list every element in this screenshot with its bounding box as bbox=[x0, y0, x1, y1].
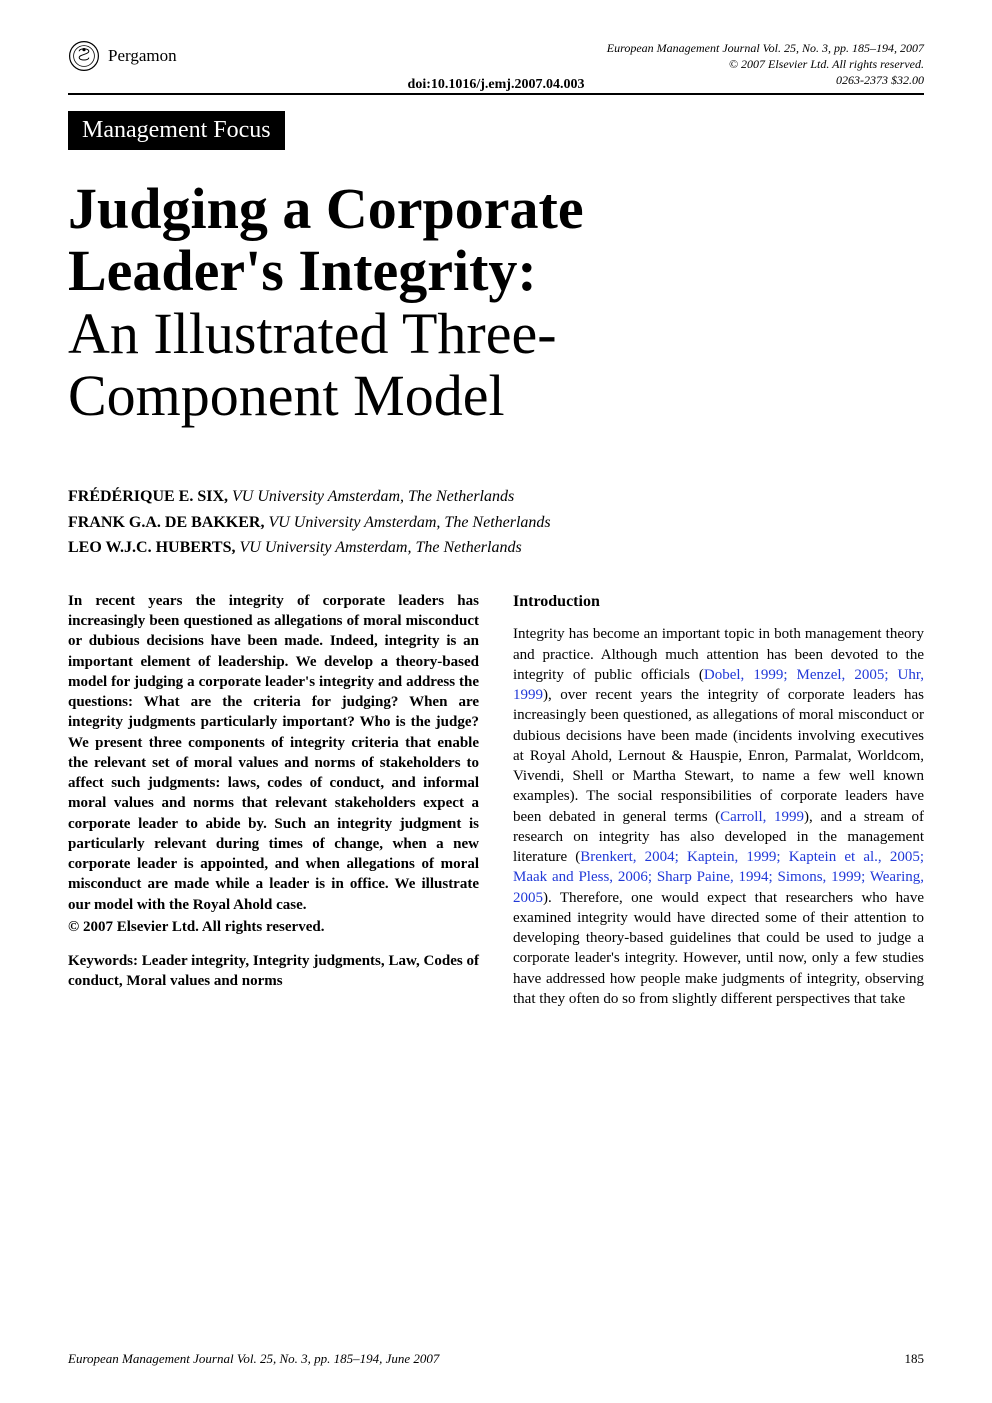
author-entry: LEO W.J.C. HUBERTS, VU University Amster… bbox=[68, 535, 924, 561]
author-name: LEO W.J.C. HUBERTS, bbox=[68, 539, 236, 556]
citation-link[interactable]: Carroll, 1999 bbox=[720, 809, 804, 825]
author-entry: FRÉDÉRIQUE E. SIX, VU University Amsterd… bbox=[68, 484, 924, 510]
author-affiliation: VU University Amsterdam, The Netherlands bbox=[240, 539, 522, 556]
publisher-name: Pergamon bbox=[108, 46, 177, 66]
page-number: 185 bbox=[905, 1351, 925, 1367]
body-text: ), over recent years the integrity of co… bbox=[513, 687, 924, 825]
left-column: In recent years the integrity of corpora… bbox=[68, 591, 479, 1009]
right-column: Introduction Integrity has become an imp… bbox=[513, 591, 924, 1009]
publisher-block: Pergamon bbox=[68, 40, 177, 72]
journal-issn: 0263-2373 $32.00 bbox=[607, 72, 924, 88]
intro-paragraph: Integrity has become an important topic … bbox=[513, 624, 924, 1009]
author-affiliation: VU University Amsterdam, The Netherlands bbox=[268, 514, 550, 531]
abstract-text: In recent years the integrity of corpora… bbox=[68, 591, 479, 915]
keywords: Keywords: Leader integrity, Integrity ju… bbox=[68, 951, 479, 992]
journal-meta: European Management Journal Vol. 25, No.… bbox=[607, 40, 924, 89]
author-entry: FRANK G.A. DE BAKKER, VU University Amst… bbox=[68, 510, 924, 536]
section-badge: Management Focus bbox=[68, 111, 285, 150]
article-title: Judging a Corporate Leader's Integrity: … bbox=[68, 178, 748, 429]
author-name: FRANK G.A. DE BAKKER, bbox=[68, 514, 264, 531]
author-name: FRÉDÉRIQUE E. SIX, bbox=[68, 488, 228, 505]
body-columns: In recent years the integrity of corpora… bbox=[68, 591, 924, 1009]
page-footer: European Management Journal Vol. 25, No.… bbox=[68, 1351, 924, 1367]
title-main: Judging a Corporate Leader's Integrity: bbox=[68, 178, 748, 303]
journal-citation: European Management Journal Vol. 25, No.… bbox=[607, 40, 924, 56]
section-heading-introduction: Introduction bbox=[513, 591, 924, 613]
header-rule bbox=[68, 93, 924, 95]
body-text: ). Therefore, one would expect that rese… bbox=[513, 890, 924, 1007]
author-affiliation: VU University Amsterdam, The Netherlands bbox=[232, 488, 514, 505]
pergamon-logo-icon bbox=[68, 40, 100, 72]
author-list: FRÉDÉRIQUE E. SIX, VU University Amsterd… bbox=[68, 484, 924, 561]
journal-copyright: © 2007 Elsevier Ltd. All rights reserved… bbox=[607, 56, 924, 72]
title-subtitle: An Illustrated Three-Component Model bbox=[68, 303, 748, 428]
footer-journal: European Management Journal Vol. 25, No.… bbox=[68, 1351, 439, 1367]
abstract-copyright: © 2007 Elsevier Ltd. All rights reserved… bbox=[68, 917, 479, 937]
